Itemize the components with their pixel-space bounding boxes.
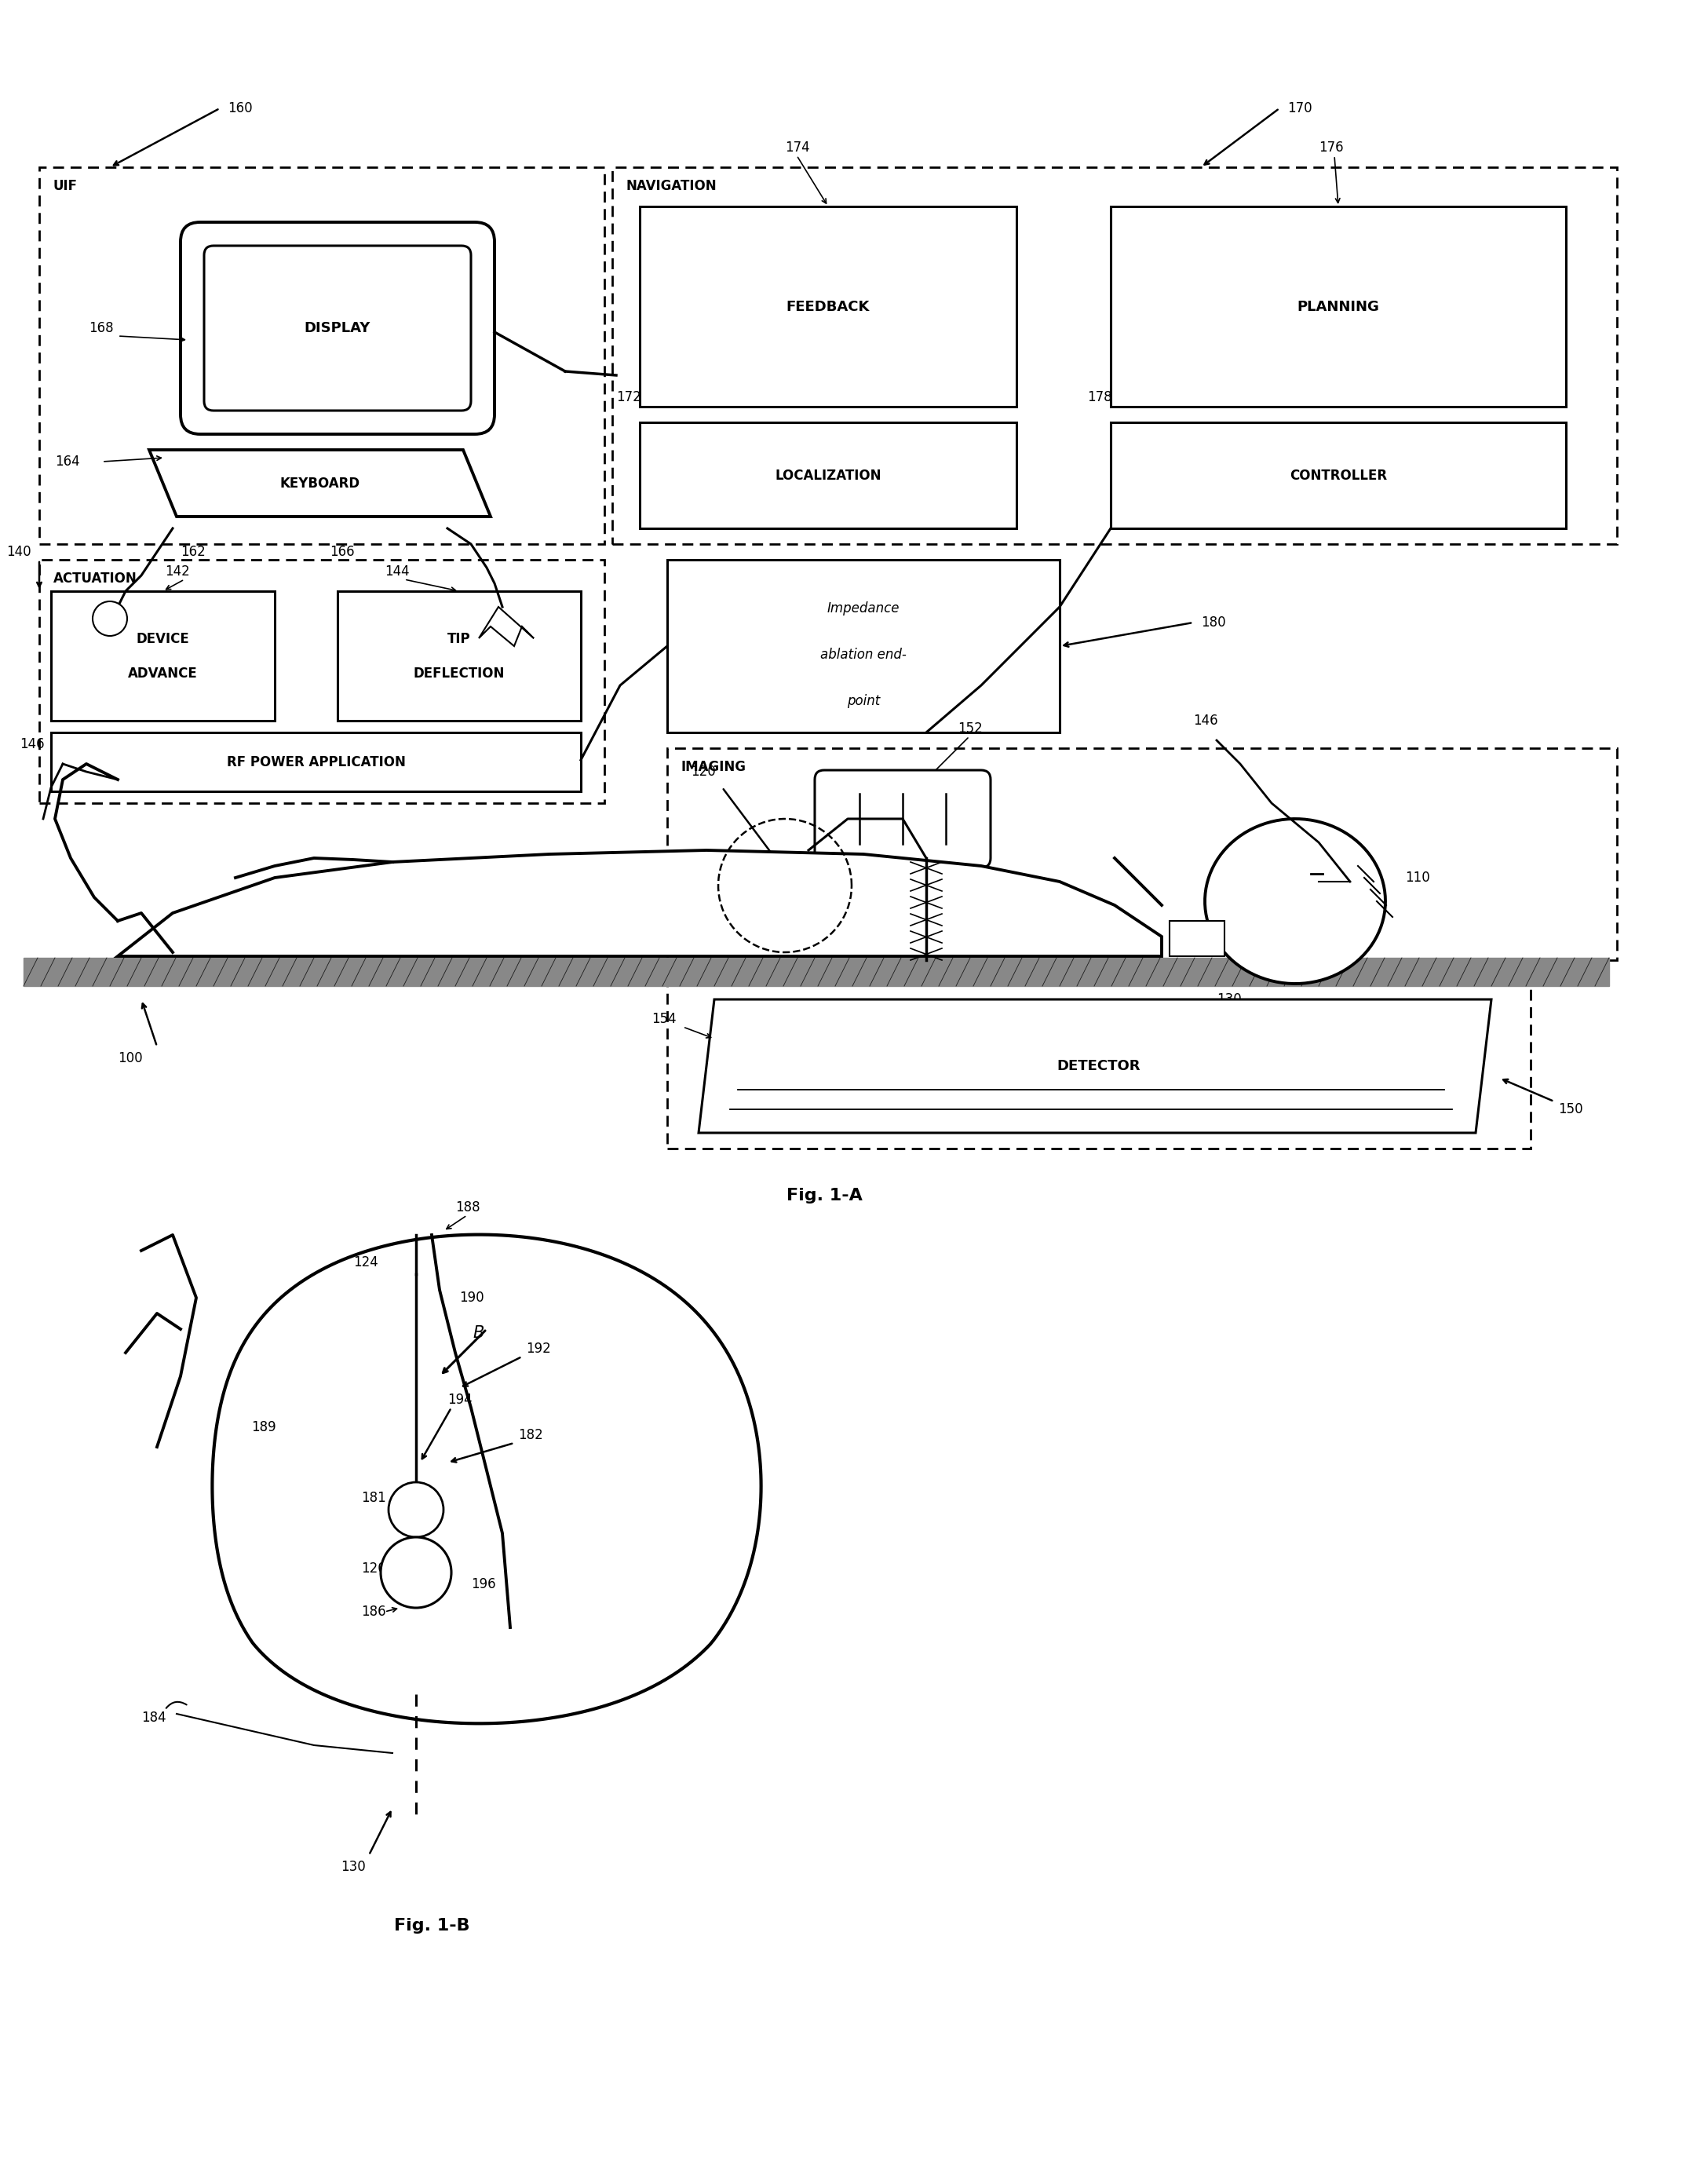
Bar: [640, 207, 1016, 407]
Text: 164: 164: [55, 455, 80, 468]
Text: Fig. 1-B: Fig. 1-B: [395, 1918, 470, 1933]
Text: 190: 190: [459, 1291, 483, 1304]
Text: KEYBOARD: KEYBOARD: [280, 477, 360, 490]
Text: ADVANCE: ADVANCE: [128, 666, 198, 679]
Bar: [51, 592, 275, 721]
Text: 170: 170: [1288, 102, 1312, 115]
Polygon shape: [24, 958, 1609, 986]
Text: 152: 152: [958, 721, 982, 736]
Bar: [668, 749, 1617, 960]
Circle shape: [381, 1537, 451, 1609]
Text: Impedance: Impedance: [827, 601, 900, 616]
Text: 160: 160: [227, 102, 253, 115]
Text: UIF: UIF: [53, 179, 77, 194]
Text: CONTROLLER: CONTROLLER: [1290, 468, 1387, 483]
Text: 176: 176: [1319, 142, 1344, 155]
Text: 130: 130: [342, 1859, 366, 1874]
Text: 184: 184: [142, 1711, 166, 1724]
Text: 144: 144: [384, 564, 410, 579]
Bar: [668, 559, 1059, 731]
Text: 100: 100: [118, 1051, 142, 1065]
Bar: [611, 168, 1617, 544]
Text: 196: 196: [471, 1576, 495, 1591]
Text: 142: 142: [166, 564, 190, 579]
Bar: [338, 592, 581, 721]
Bar: [1110, 207, 1566, 407]
Polygon shape: [149, 451, 490, 516]
FancyBboxPatch shape: [203, 246, 471, 411]
Polygon shape: [118, 851, 1161, 956]
Text: ACTUATION: ACTUATION: [53, 573, 137, 586]
Text: LOCALIZATION: LOCALIZATION: [775, 468, 881, 483]
Text: 122: 122: [275, 886, 299, 901]
Text: 124: 124: [354, 1256, 377, 1269]
Polygon shape: [212, 1234, 762, 1724]
Text: 110: 110: [1406, 871, 1430, 884]
Polygon shape: [1204, 819, 1385, 984]
Text: DEFLECTION: DEFLECTION: [413, 666, 506, 679]
Text: $\mathbf{\mathit{B}}$: $\mathbf{\mathit{B}}$: [473, 1326, 485, 1341]
Text: 188: 188: [456, 1200, 480, 1215]
Bar: [51, 731, 581, 792]
Text: TIP: TIP: [447, 631, 471, 647]
Bar: [39, 559, 605, 803]
Polygon shape: [478, 607, 533, 647]
FancyBboxPatch shape: [181, 222, 495, 433]
Text: DETECTOR: DETECTOR: [1057, 1058, 1141, 1073]
Text: 146: 146: [1194, 714, 1218, 727]
Text: 168: 168: [89, 320, 114, 335]
Text: IMAGING: IMAGING: [681, 760, 746, 775]
Text: 166: 166: [330, 544, 355, 559]
Bar: [39, 168, 605, 544]
Bar: [668, 984, 1530, 1149]
Text: 194: 194: [447, 1393, 471, 1406]
Circle shape: [388, 1483, 444, 1537]
Text: 178: 178: [1086, 390, 1112, 405]
Text: 154: 154: [651, 1012, 676, 1025]
Text: ablation end-: ablation end-: [820, 649, 907, 662]
Text: RF POWER APPLICATION: RF POWER APPLICATION: [227, 755, 405, 768]
Bar: [640, 422, 1016, 529]
Polygon shape: [1170, 921, 1225, 956]
Text: NAVIGATION: NAVIGATION: [627, 179, 717, 194]
Text: 172: 172: [617, 390, 640, 405]
Text: 146: 146: [19, 738, 44, 751]
Text: point: point: [847, 694, 880, 708]
Polygon shape: [699, 999, 1491, 1132]
Text: 192: 192: [526, 1341, 550, 1356]
Text: 181: 181: [360, 1491, 386, 1504]
Text: 130: 130: [1216, 993, 1242, 1006]
Text: FEEDBACK: FEEDBACK: [786, 300, 869, 313]
Bar: [1110, 422, 1566, 529]
Text: DISPLAY: DISPLAY: [304, 320, 371, 335]
Text: 180: 180: [1201, 616, 1226, 629]
FancyBboxPatch shape: [815, 771, 991, 866]
Text: 182: 182: [518, 1428, 543, 1441]
Circle shape: [92, 601, 126, 636]
Text: 162: 162: [181, 544, 205, 559]
Text: 124: 124: [958, 823, 982, 838]
Text: 120: 120: [360, 1561, 386, 1576]
Text: PLANNING: PLANNING: [1296, 300, 1380, 313]
Text: 186: 186: [360, 1604, 386, 1620]
Text: DEVICE: DEVICE: [137, 631, 190, 647]
Text: 150: 150: [1558, 1102, 1583, 1117]
Text: 174: 174: [786, 142, 810, 155]
Text: 120: 120: [690, 764, 716, 779]
Text: 140: 140: [7, 544, 31, 559]
Text: 189: 189: [251, 1419, 277, 1435]
Text: Fig. 1-A: Fig. 1-A: [786, 1189, 863, 1204]
